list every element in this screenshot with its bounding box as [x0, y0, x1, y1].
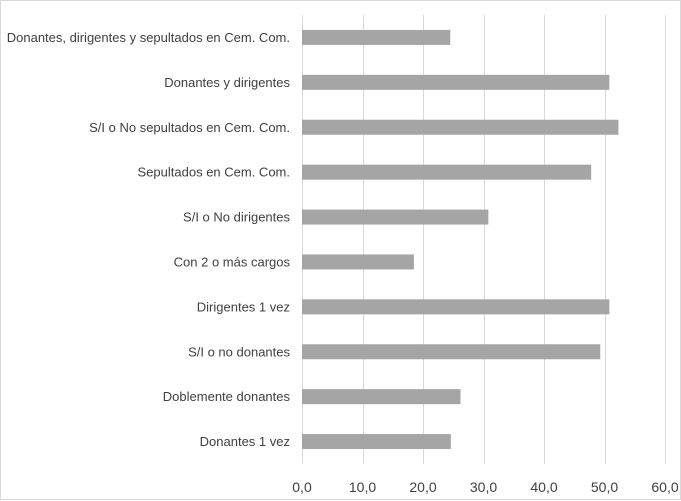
category-label: Donantes, dirigentes y sepultados en Cem…	[7, 30, 290, 45]
x-tick-label: 50,0	[591, 479, 618, 495]
bars	[302, 29, 619, 450]
category-label: S/I o No dirigentes	[183, 210, 290, 225]
bar	[302, 389, 461, 405]
category-labels: Donantes, dirigentes y sepultados en Cem…	[7, 30, 291, 449]
bar	[302, 209, 489, 225]
x-tick-label: 20,0	[409, 479, 436, 495]
x-tick-label: 30,0	[470, 479, 497, 495]
bar	[302, 299, 610, 315]
category-label: Con 2 o más cargos	[174, 254, 291, 269]
category-label: Donantes 1 vez	[200, 434, 290, 449]
category-label: Donantes y dirigentes	[164, 75, 290, 90]
bar	[302, 29, 451, 45]
bar	[302, 74, 610, 90]
x-tick-label: 60,0	[651, 479, 678, 495]
category-label: Dirigentes 1 vez	[197, 299, 290, 314]
x-tick-label: 40,0	[530, 479, 557, 495]
category-label: Doblemente donantes	[163, 389, 291, 404]
bar	[302, 344, 601, 360]
x-axis-tick-labels: 0,0 10,0 20,0 30,0 40,0 50,0 60,0	[292, 479, 679, 495]
x-tick-label: 10,0	[349, 479, 376, 495]
x-tick-label: 0,0	[292, 479, 312, 495]
category-label: Sepultados en Cem. Com.	[138, 165, 290, 180]
category-label: S/I o no donantes	[188, 344, 290, 359]
bar	[302, 119, 619, 135]
category-label: S/I o No sepultados en Cem. Com.	[89, 120, 290, 135]
bar	[302, 164, 592, 180]
bar	[302, 254, 414, 270]
bar	[302, 434, 451, 450]
